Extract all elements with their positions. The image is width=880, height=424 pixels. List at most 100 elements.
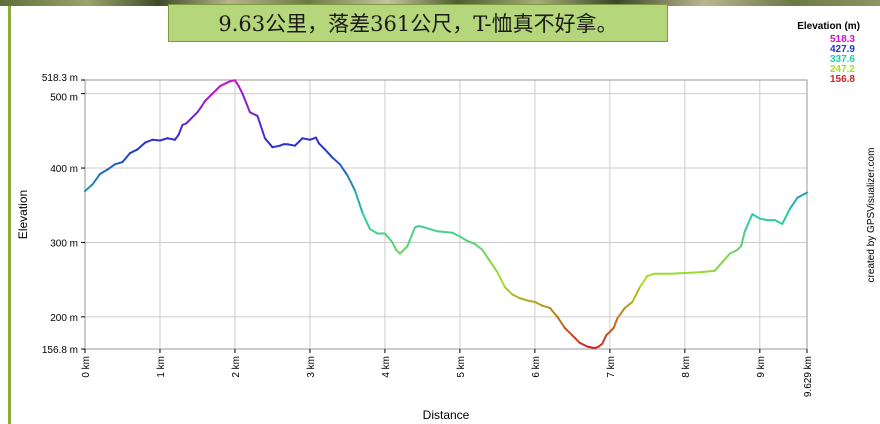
chart-frame	[8, 6, 880, 424]
x-tick-label: 3 km	[306, 356, 317, 378]
elevation-segment	[121, 152, 131, 164]
elevation-segment	[496, 271, 506, 289]
x-axis-ticks: 0 km 1 km 2 km 3 km 4 km 5 km 6 km 7 km 8 km 9 km…	[81, 349, 814, 397]
elevation-segment	[211, 85, 221, 95]
elevation-segment	[113, 161, 124, 166]
elevation-segment	[773, 219, 784, 225]
elevation-segment	[458, 235, 469, 242]
elevation-segment	[556, 315, 566, 330]
elevation-segment	[781, 207, 791, 225]
elevation-segment	[646, 272, 656, 277]
elevation-segment	[128, 148, 139, 155]
elevation-segment	[237, 85, 244, 95]
elevation-segment	[473, 242, 484, 251]
elevation-segment	[443, 231, 454, 234]
elevation-segment	[563, 327, 574, 337]
elevation-segment	[271, 144, 281, 149]
elevation-segment	[668, 271, 686, 275]
elevation-segment	[136, 141, 146, 151]
legend-value: 518.3	[830, 34, 855, 45]
elevation-segment	[317, 142, 326, 151]
elevation-segment	[241, 92, 251, 114]
elevation-segment	[631, 286, 641, 303]
y-tick-label: 500 m	[50, 93, 78, 104]
elevation-segment	[511, 293, 521, 300]
elevation-segment	[421, 225, 431, 231]
x-tick-label: 5 km	[456, 356, 467, 378]
elevation-segment	[683, 271, 701, 274]
elevation-segment	[173, 133, 180, 141]
elevation-segment	[218, 81, 229, 88]
legend-value: 427.9	[830, 44, 855, 55]
title-banner: 9.63公里，落差361公尺，T-恤真不好拿。	[168, 4, 668, 42]
elevation-segment	[758, 217, 769, 222]
elevation-segment	[391, 241, 398, 251]
elevation-segment	[601, 334, 608, 345]
elevation-segment	[98, 168, 109, 175]
elevation-segment	[698, 269, 716, 274]
elevation-segment	[151, 138, 161, 142]
x-tick-label: 9.629 km	[803, 356, 814, 397]
elevation-segment	[361, 211, 371, 231]
x-tick-label: 0 km	[81, 356, 92, 378]
elevation-segment	[368, 228, 379, 235]
grid-lines	[84, 79, 808, 350]
elevation-segment	[466, 239, 476, 245]
x-tick-label: 4 km	[381, 356, 392, 378]
elevation-segment	[616, 306, 626, 320]
elevation-segment	[143, 138, 154, 144]
elevation-segment	[728, 248, 739, 255]
x-tick-label: 1 km	[156, 356, 167, 378]
elevation-segment	[203, 92, 214, 103]
y-tick-label: 156.8 m	[42, 345, 78, 356]
elevation-segment	[740, 230, 746, 248]
y-axis-ticks: 156.8 m 200 m 300 m 400 m 500 m 518.3 m	[42, 73, 85, 356]
elevation-segment	[428, 228, 439, 233]
elevation-segment	[248, 111, 259, 117]
elevation-segment	[612, 317, 619, 330]
elevation-segment	[308, 136, 317, 141]
legend-title: Elevation (m)	[797, 21, 860, 32]
legend-value: 337.6	[830, 54, 855, 65]
y-tick-label: 518.3 m	[42, 73, 78, 84]
elevation-segment	[796, 191, 808, 199]
elevation-segment	[533, 300, 544, 307]
x-tick-label: 6 km	[531, 356, 542, 378]
elevation-segment	[526, 299, 536, 303]
elevation-segment	[91, 172, 101, 186]
elevation-segment	[571, 334, 581, 344]
credit-text: created by GPSVisualizer.com	[866, 148, 877, 283]
plot-area-border	[84, 79, 808, 350]
x-tick-label: 2 km	[231, 356, 242, 378]
elevation-segment	[233, 79, 240, 88]
elevation-segment	[346, 174, 356, 192]
elevation-segment	[638, 274, 649, 289]
elevation-segment	[84, 183, 94, 193]
elevation-segment	[158, 137, 169, 142]
elevation-segment	[548, 306, 559, 318]
legend-value: 247.2	[830, 64, 855, 75]
x-tick-label: 8 km	[681, 356, 692, 378]
elevation-segment	[623, 300, 634, 309]
elevation-line	[84, 79, 808, 350]
elevation-segment	[481, 248, 491, 263]
elevation-segment	[353, 189, 364, 214]
elevation-segment	[406, 226, 416, 248]
elevation-segment	[338, 163, 349, 177]
elevation-segment	[314, 136, 320, 145]
elevation-segment	[436, 230, 446, 234]
elevation-segment	[541, 304, 551, 309]
elevation-segment	[743, 213, 754, 233]
elevation-segment	[518, 297, 529, 302]
elevation-segment	[713, 252, 731, 272]
elevation-segment	[788, 196, 799, 210]
elevation-segment	[286, 143, 296, 147]
elevation-segment	[106, 163, 116, 171]
elevation-segment	[488, 260, 499, 274]
y-tick-label: 300 m	[50, 238, 78, 249]
x-tick-label: 7 km	[606, 356, 617, 378]
elevation-segment	[398, 245, 409, 255]
elevation-segment	[177, 123, 184, 136]
